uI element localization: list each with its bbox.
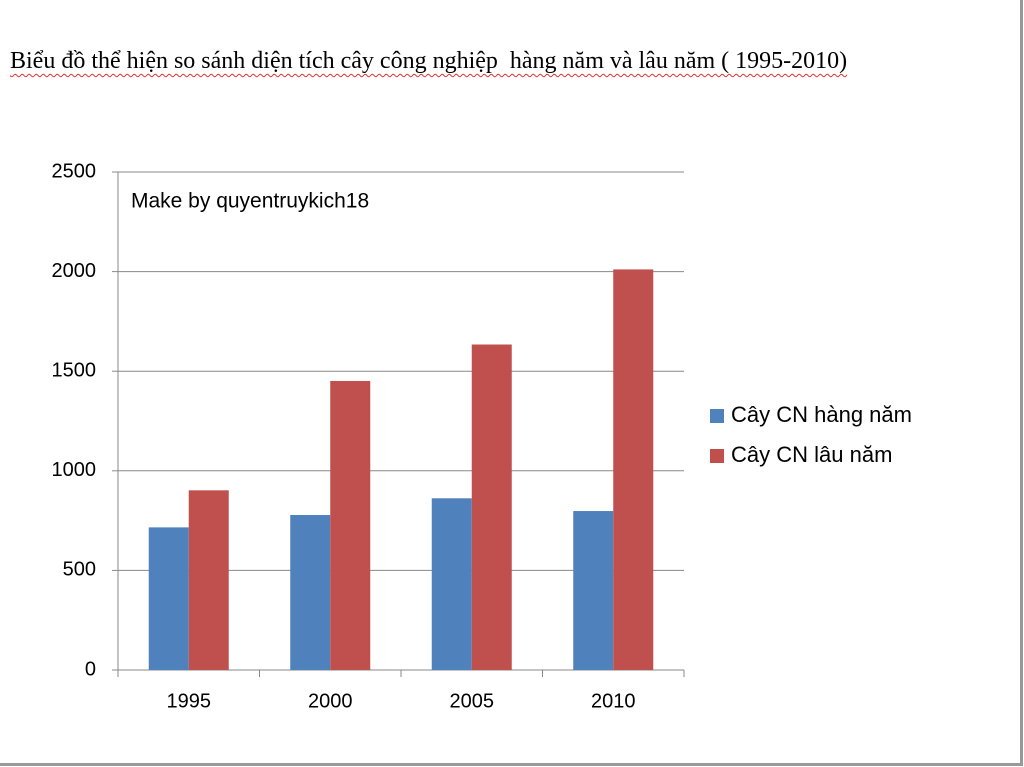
bar <box>188 490 229 670</box>
bar <box>471 344 512 670</box>
legend-label: Cây CN hàng năm <box>731 402 912 427</box>
bar <box>613 269 654 670</box>
y-tick-label: 500 <box>63 559 96 581</box>
y-tick-label: 1500 <box>52 359 97 381</box>
legend-swatch <box>710 449 724 463</box>
bar <box>290 515 331 670</box>
x-tick-label: 2005 <box>450 690 495 712</box>
y-tick-label: 2000 <box>52 260 97 282</box>
legend-swatch <box>710 409 724 423</box>
annotation: Make by quyentruykich18 <box>131 190 369 213</box>
x-tick-label: 2000 <box>308 690 353 712</box>
bar <box>148 527 189 670</box>
chart-title: Biểu đồ thể hiện so sánh diện tích cây c… <box>10 48 848 74</box>
x-tick-label: 1995 <box>167 690 212 712</box>
bar <box>330 380 371 670</box>
x-tick-label: 2010 <box>591 690 636 712</box>
y-tick-label: 1000 <box>52 459 97 481</box>
bar <box>573 511 614 670</box>
bar <box>431 498 472 670</box>
legend-label: Cây CN lâu năm <box>731 442 892 467</box>
y-tick-label: 0 <box>85 658 96 680</box>
y-tick-label: 2500 <box>52 160 97 182</box>
